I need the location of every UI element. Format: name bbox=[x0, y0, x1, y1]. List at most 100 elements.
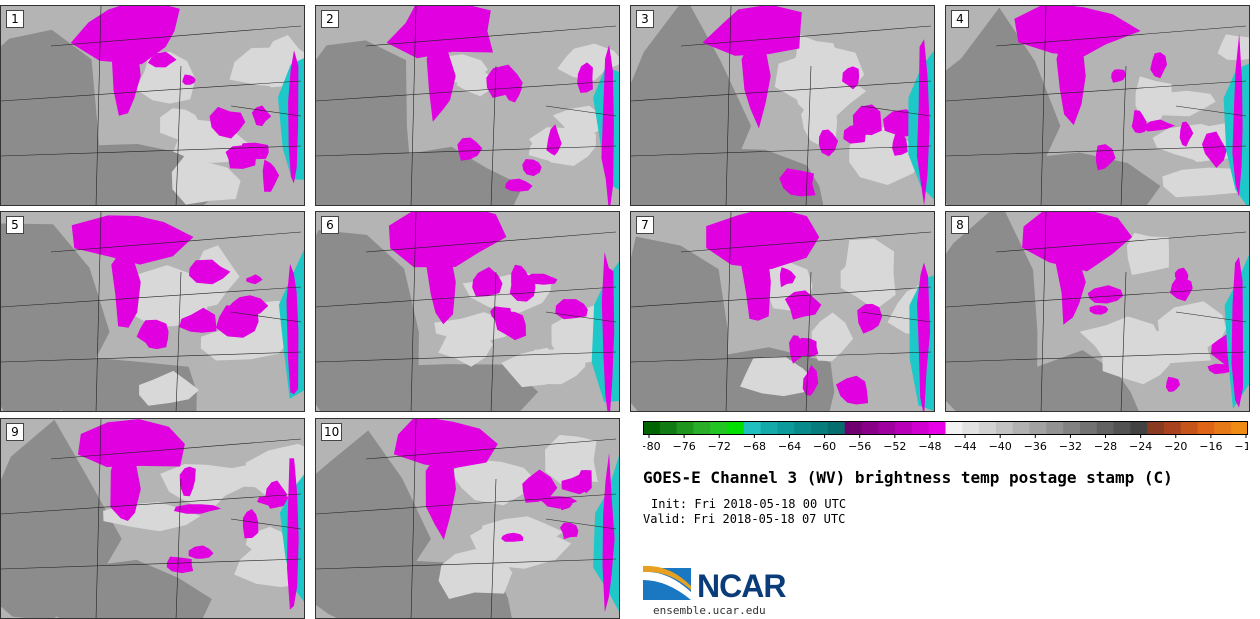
cold-cloud-region bbox=[917, 262, 931, 411]
cold-cloud-region bbox=[242, 509, 259, 539]
moist-region bbox=[438, 549, 513, 599]
state-border bbox=[175, 65, 182, 205]
ensemble-member-panel: 1 bbox=[0, 5, 305, 206]
cold-cloud-region bbox=[70, 6, 180, 65]
state-border bbox=[230, 311, 302, 323]
colorbar-segment bbox=[659, 421, 678, 434]
cold-cloud-region bbox=[490, 306, 512, 321]
colorbar-tick-label: −48 bbox=[918, 440, 941, 453]
colorbar-segment bbox=[861, 421, 879, 434]
colorbar-segment bbox=[895, 421, 913, 434]
cold-cloud-region bbox=[741, 241, 771, 321]
panel-number: 7 bbox=[636, 216, 654, 234]
state-border bbox=[50, 438, 302, 460]
cold-cloud-region bbox=[561, 474, 590, 495]
cold-cloud-region bbox=[1055, 236, 1086, 325]
state-border bbox=[95, 419, 102, 618]
colorbar-tick-label: −36 bbox=[1024, 440, 1047, 453]
colorbar-segment bbox=[777, 421, 795, 434]
figure-title: GOES-E Channel 3 (WV) brightness temp po… bbox=[643, 468, 1173, 487]
state-border bbox=[680, 231, 932, 253]
colorbar-tick-label: −56 bbox=[848, 440, 871, 453]
water-vapor-map bbox=[316, 419, 619, 618]
ensemble-member-panel: 5 bbox=[0, 211, 305, 412]
state-border bbox=[545, 311, 617, 323]
state-border bbox=[1, 351, 302, 363]
colorbar-segment bbox=[1029, 421, 1047, 434]
colorbar-segment bbox=[743, 421, 762, 434]
cold-cloud-region bbox=[166, 556, 194, 574]
colorbar-segment bbox=[995, 421, 1014, 434]
state-border bbox=[860, 311, 932, 323]
dry-region bbox=[665, 148, 824, 205]
cold-cloud-region bbox=[802, 365, 819, 396]
colorbar-tick-label: −72 bbox=[708, 440, 731, 453]
water-vapor-map bbox=[316, 212, 619, 411]
colorbar-segment bbox=[1096, 421, 1115, 434]
colorbar-segment bbox=[962, 421, 980, 434]
state-border bbox=[995, 25, 1247, 47]
ensemble-member-panel: 7 bbox=[630, 211, 935, 412]
state-border bbox=[725, 212, 732, 411]
state-border bbox=[410, 6, 417, 205]
cold-cloud-region bbox=[457, 137, 483, 161]
colorbar-segment bbox=[1180, 421, 1199, 434]
cold-cloud-region bbox=[843, 125, 866, 144]
state-border bbox=[860, 105, 932, 117]
colorbar-tick-label: −52 bbox=[883, 440, 906, 453]
cold-cloud-region bbox=[264, 480, 287, 509]
state-border bbox=[1, 286, 302, 308]
moist-region bbox=[171, 155, 241, 205]
state-border bbox=[230, 518, 302, 530]
dry-region bbox=[359, 146, 523, 205]
cold-cloud-region bbox=[111, 39, 141, 116]
cold-cloud-region bbox=[288, 50, 299, 184]
moist-region bbox=[200, 327, 288, 361]
cold-cloud-region bbox=[426, 243, 456, 325]
colorbar-segment bbox=[1163, 421, 1182, 434]
water-vapor-map bbox=[946, 6, 1249, 205]
state-border bbox=[365, 438, 617, 460]
colorbar: −80−76−72−68−64−60−56−52−48−44−40−36−32−… bbox=[643, 421, 1248, 453]
state-border bbox=[230, 105, 302, 117]
state-border bbox=[1, 80, 302, 102]
colorbar-segment bbox=[1147, 421, 1165, 434]
water-vapor-map bbox=[1, 6, 304, 205]
state-border bbox=[995, 231, 1247, 253]
cold-cloud-region bbox=[577, 62, 593, 93]
colorbar-tick-label: −80 bbox=[643, 440, 661, 453]
cold-cloud-region bbox=[182, 74, 196, 85]
state-border bbox=[1040, 6, 1047, 205]
state-border bbox=[631, 145, 932, 157]
cold-cloud-region bbox=[1056, 26, 1086, 126]
moist-region bbox=[811, 312, 854, 362]
state-border bbox=[1175, 105, 1247, 117]
cold-cloud-region bbox=[1202, 131, 1227, 168]
state-border bbox=[50, 25, 302, 47]
dry-region bbox=[42, 559, 212, 618]
cold-cloud-region bbox=[555, 299, 588, 320]
colorbar-segment bbox=[643, 421, 661, 434]
state-border bbox=[95, 212, 102, 411]
cold-cloud-region bbox=[287, 458, 299, 610]
dry-region bbox=[316, 230, 419, 411]
panel-number: 2 bbox=[321, 10, 339, 28]
cold-cloud-region bbox=[251, 105, 272, 127]
cold-cloud-region bbox=[179, 307, 217, 333]
logo-text: NCAR bbox=[697, 568, 786, 604]
cold-cloud-region bbox=[286, 263, 299, 395]
water-vapor-map bbox=[1, 419, 304, 618]
colorbar-frame bbox=[643, 421, 1248, 435]
state-border bbox=[316, 351, 617, 363]
state-border bbox=[805, 271, 812, 411]
colorbar-tick-label: −64 bbox=[778, 440, 801, 453]
cold-cloud-region bbox=[741, 31, 771, 129]
state-border bbox=[316, 145, 617, 157]
cold-cloud-region bbox=[509, 274, 536, 302]
moist-region bbox=[135, 275, 210, 328]
water-vapor-map bbox=[1, 212, 304, 411]
colorbar-segment bbox=[878, 421, 896, 434]
state-border bbox=[946, 286, 1247, 308]
cold-cloud-region bbox=[702, 6, 802, 56]
cold-cloud-region bbox=[1179, 121, 1194, 147]
